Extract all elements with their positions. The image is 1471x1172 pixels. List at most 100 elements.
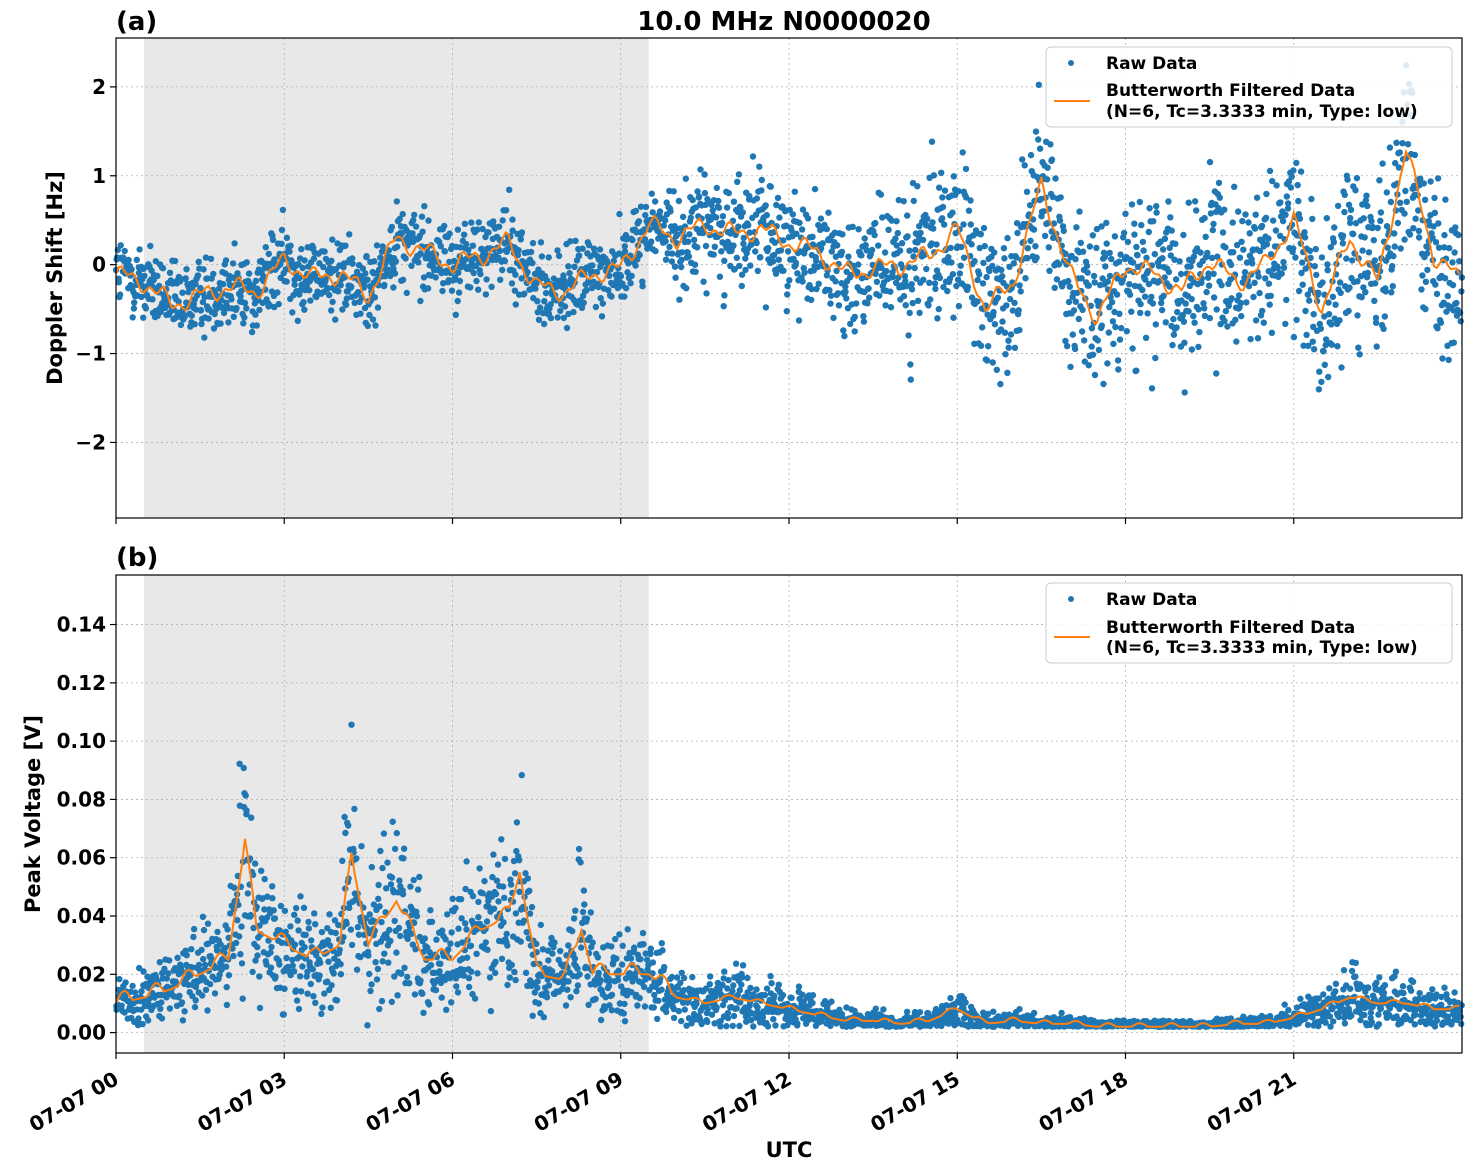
raw-point	[1032, 243, 1039, 250]
raw-point	[420, 1009, 427, 1016]
raw-point	[905, 332, 912, 339]
raw-point	[451, 274, 459, 281]
raw-point	[121, 247, 128, 255]
raw-point	[735, 223, 742, 230]
raw-point	[236, 760, 243, 767]
raw-point	[373, 242, 381, 249]
raw-point	[949, 209, 956, 216]
raw-point	[1450, 339, 1458, 346]
raw-point	[1166, 283, 1173, 290]
raw-point	[395, 924, 403, 932]
raw-point	[514, 252, 522, 259]
raw-point	[448, 999, 455, 1006]
raw-point	[1001, 255, 1008, 262]
raw-point	[1346, 284, 1353, 291]
raw-point	[1078, 275, 1085, 282]
raw-point	[1088, 343, 1095, 350]
raw-point	[492, 969, 499, 977]
raw-point	[571, 263, 578, 270]
raw-point	[939, 203, 947, 211]
raw-point	[446, 974, 454, 982]
raw-point	[158, 999, 165, 1006]
raw-point	[1250, 293, 1257, 301]
raw-point	[987, 290, 994, 297]
raw-point	[747, 984, 754, 992]
raw-point	[1303, 331, 1310, 339]
raw-point	[1016, 282, 1023, 289]
raw-point	[393, 198, 400, 205]
raw-point	[1258, 222, 1266, 230]
raw-point	[339, 857, 346, 864]
raw-point	[721, 257, 728, 264]
raw-point	[333, 997, 341, 1004]
raw-point	[1146, 205, 1153, 212]
raw-point	[1444, 292, 1452, 300]
raw-point	[628, 989, 635, 996]
raw-point	[437, 960, 444, 967]
raw-point	[1424, 266, 1431, 274]
raw-point	[880, 1006, 887, 1013]
raw-point	[369, 316, 377, 323]
raw-point	[763, 211, 770, 219]
raw-point	[670, 1005, 678, 1013]
raw-point	[999, 273, 1006, 280]
raw-point	[685, 253, 693, 260]
raw-point	[730, 198, 738, 205]
raw-point	[639, 283, 646, 290]
raw-point	[1065, 298, 1073, 306]
raw-point	[296, 275, 303, 282]
raw-point	[299, 264, 306, 272]
raw-point	[475, 898, 482, 906]
raw-point	[893, 218, 900, 225]
raw-point	[585, 242, 593, 249]
raw-point	[991, 249, 998, 256]
raw-point	[447, 940, 454, 947]
raw-point	[1030, 226, 1038, 233]
raw-point	[1232, 316, 1239, 323]
raw-point	[130, 305, 138, 312]
raw-point	[910, 253, 917, 260]
raw-point	[774, 194, 782, 202]
raw-point	[1098, 322, 1106, 329]
raw-point	[1185, 308, 1192, 315]
raw-point	[1254, 335, 1262, 342]
raw-point	[730, 242, 737, 249]
raw-point	[1114, 357, 1122, 364]
raw-point	[739, 962, 747, 969]
raw-point	[397, 932, 404, 940]
raw-point	[947, 244, 954, 252]
raw-point	[1281, 1001, 1288, 1008]
raw-point	[398, 229, 406, 237]
raw-point	[210, 325, 218, 332]
raw-point	[441, 248, 449, 255]
raw-point	[895, 196, 902, 204]
raw-point	[621, 243, 628, 250]
raw-point	[670, 188, 677, 195]
raw-point	[1090, 272, 1098, 280]
raw-point	[627, 955, 635, 962]
raw-point	[561, 303, 569, 310]
raw-point	[827, 292, 835, 299]
raw-point	[1180, 231, 1187, 239]
raw-point	[339, 306, 346, 313]
raw-point	[1243, 259, 1251, 266]
raw-point	[1155, 262, 1163, 270]
raw-point	[412, 223, 420, 230]
raw-point	[620, 1010, 627, 1017]
raw-point	[737, 999, 744, 1006]
raw-point	[136, 964, 143, 972]
raw-point	[1201, 312, 1209, 320]
raw-point	[229, 260, 237, 267]
raw-point	[228, 296, 235, 303]
raw-point	[1380, 325, 1387, 332]
raw-point	[311, 910, 318, 917]
raw-point	[1290, 167, 1297, 174]
raw-point	[788, 994, 795, 1002]
legend-marker-raw-a	[1068, 60, 1074, 66]
raw-point	[799, 206, 807, 213]
raw-point	[794, 1020, 801, 1027]
raw-point	[381, 950, 388, 957]
raw-point	[1173, 324, 1180, 331]
raw-point	[488, 283, 495, 290]
raw-point	[1161, 235, 1169, 242]
